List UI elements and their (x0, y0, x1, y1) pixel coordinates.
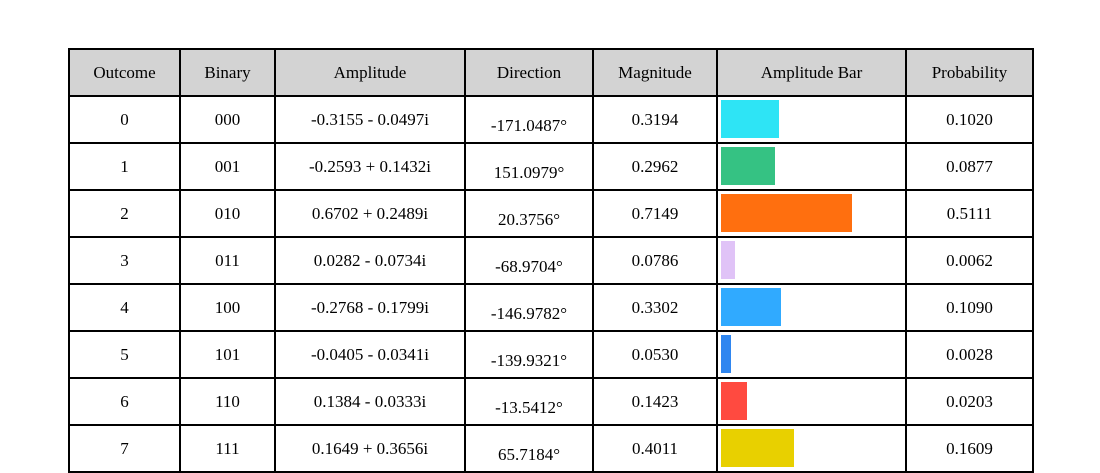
header-probability: Probability (905, 48, 1034, 97)
direction-value: -13.5412° (495, 397, 563, 417)
amplitude-bar-cell (716, 236, 907, 285)
amplitude-bar (721, 429, 794, 467)
amplitude-bar-cell (716, 330, 907, 379)
binary-cell: 100 (179, 283, 276, 332)
binary-cell: 010 (179, 189, 276, 238)
direction-cell: -171.0487° (464, 95, 594, 144)
amplitude-cell: 0.6702 + 0.2489i (274, 189, 466, 238)
amplitude-bar (721, 100, 779, 138)
amplitude-cell: 0.1649 + 0.3656i (274, 424, 466, 473)
direction-cell: 20.3756° (464, 189, 594, 238)
direction-value: -146.9782° (490, 303, 568, 323)
magnitude-cell: 0.4011 (592, 424, 718, 473)
direction-cell: 65.7184° (464, 424, 594, 473)
amplitude-bar (721, 241, 735, 279)
direction-cell: -139.9321° (464, 330, 594, 379)
probability-cell: 0.5111 (905, 189, 1034, 238)
table-row: 4 100 -0.2768 - 0.1799i -146.9782° 0.3302 0.1… (68, 283, 1034, 332)
binary-cell: 011 (179, 236, 276, 285)
amplitude-bar (721, 382, 747, 420)
direction-value: 65.7184° (497, 444, 561, 464)
probability-cell: 0.0877 (905, 142, 1034, 191)
magnitude-cell: 0.1423 (592, 377, 718, 426)
direction-cell: -13.5412° (464, 377, 594, 426)
binary-cell: 111 (179, 424, 276, 473)
amplitude-bar (721, 288, 781, 326)
outcome-cell: 2 (68, 189, 181, 238)
binary-cell: 001 (179, 142, 276, 191)
amplitude-bar-cell (716, 95, 907, 144)
amplitude-bar-cell (716, 377, 907, 426)
magnitude-cell: 0.3302 (592, 283, 718, 332)
amplitude-bar (721, 335, 731, 373)
probability-cell: 0.1020 (905, 95, 1034, 144)
amplitude-cell: 0.1384 - 0.0333i (274, 377, 466, 426)
direction-cell: -68.9704° (464, 236, 594, 285)
direction-value: 20.3756° (497, 209, 561, 229)
table-row: 6 110 0.1384 - 0.0333i -13.5412° 0.1423 0.020… (68, 377, 1034, 426)
amplitude-cell: 0.0282 - 0.0734i (274, 236, 466, 285)
table-row: 2 010 0.6702 + 0.2489i 20.3756° 0.7149 0.5111 (68, 189, 1034, 238)
direction-value: 151.0979° (493, 162, 565, 182)
header-row: Outcome Binary Amplitude Direction Magni… (68, 48, 1034, 97)
probability-cell: 0.0062 (905, 236, 1034, 285)
header-amplitude: Amplitude (274, 48, 466, 97)
magnitude-cell: 0.3194 (592, 95, 718, 144)
header-binary: Binary (179, 48, 276, 97)
table-row: 5 101 -0.0405 - 0.0341i -139.9321° 0.0530 0.0… (68, 330, 1034, 379)
amplitude-bar-cell (716, 283, 907, 332)
quantum-state-table: Outcome Binary Amplitude Direction Magni… (68, 48, 1034, 473)
direction-value: -171.0487° (490, 115, 568, 135)
header-amplitude-bar: Amplitude Bar (716, 48, 907, 97)
amplitude-bar-cell (716, 424, 907, 473)
amplitude-bar (721, 194, 852, 232)
table-row: 7 111 0.1649 + 0.3656i 65.7184° 0.4011 0.1609 (68, 424, 1034, 473)
outcome-cell: 6 (68, 377, 181, 426)
direction-value: -68.9704° (495, 256, 563, 276)
binary-cell: 110 (179, 377, 276, 426)
binary-cell: 000 (179, 95, 276, 144)
header-direction: Direction (464, 48, 594, 97)
amplitude-bar (721, 147, 775, 185)
direction-cell: 151.0979° (464, 142, 594, 191)
amplitude-cell: -0.2768 - 0.1799i (274, 283, 466, 332)
magnitude-cell: 0.7149 (592, 189, 718, 238)
outcome-cell: 0 (68, 95, 181, 144)
outcome-cell: 4 (68, 283, 181, 332)
magnitude-cell: 0.0786 (592, 236, 718, 285)
direction-value: -139.9321° (490, 350, 568, 370)
header-magnitude: Magnitude (592, 48, 718, 97)
probability-cell: 0.0203 (905, 377, 1034, 426)
table-row: 1 001 -0.2593 + 0.1432i 151.0979° 0.2962 0.08… (68, 142, 1034, 191)
table-row: 0 000 -0.3155 - 0.0497i -171.0487° 0.3194 0.1… (68, 95, 1034, 144)
amplitude-bar-cell (716, 189, 907, 238)
magnitude-cell: 0.0530 (592, 330, 718, 379)
outcome-cell: 1 (68, 142, 181, 191)
probability-cell: 0.1609 (905, 424, 1034, 473)
header-outcome: Outcome (68, 48, 181, 97)
binary-cell: 101 (179, 330, 276, 379)
outcome-cell: 7 (68, 424, 181, 473)
amplitude-bar-cell (716, 142, 907, 191)
outcome-cell: 5 (68, 330, 181, 379)
amplitude-cell: -0.0405 - 0.0341i (274, 330, 466, 379)
direction-cell: -146.9782° (464, 283, 594, 332)
probability-cell: 0.1090 (905, 283, 1034, 332)
probability-cell: 0.0028 (905, 330, 1034, 379)
magnitude-cell: 0.2962 (592, 142, 718, 191)
amplitude-cell: -0.3155 - 0.0497i (274, 95, 466, 144)
table-row: 3 011 0.0282 - 0.0734i -68.9704° 0.0786 0.006… (68, 236, 1034, 285)
table-body: 0 000 -0.3155 - 0.0497i -171.0487° 0.3194 0.1… (68, 95, 1034, 473)
outcome-cell: 3 (68, 236, 181, 285)
amplitude-cell: -0.2593 + 0.1432i (274, 142, 466, 191)
